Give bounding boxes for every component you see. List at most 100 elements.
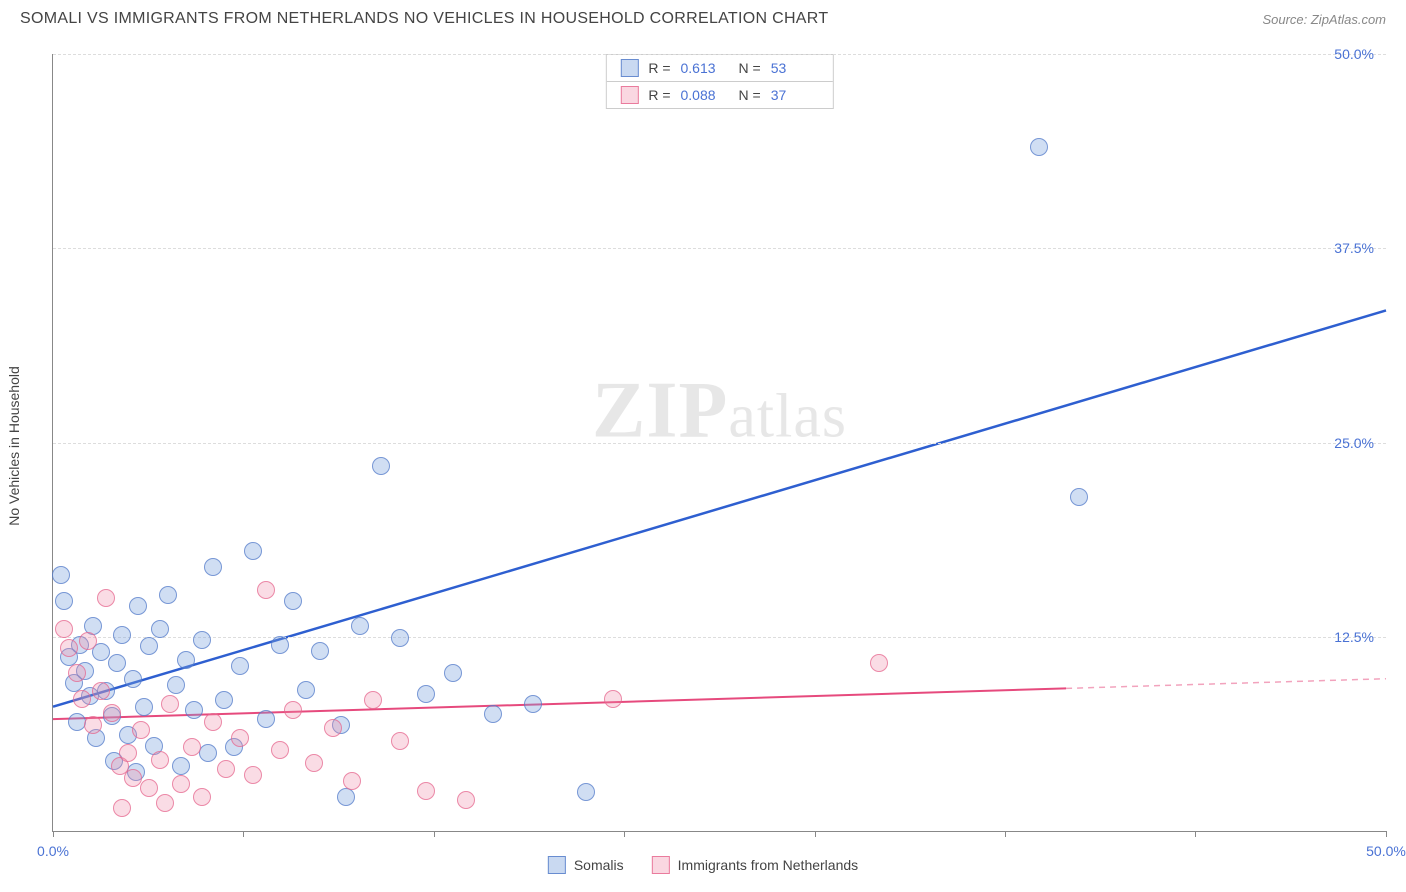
scatter-point [52,566,70,584]
scatter-point [161,695,179,713]
scatter-point [444,664,462,682]
scatter-point [92,682,110,700]
scatter-point [215,691,233,709]
scatter-point [172,757,190,775]
scatter-point [177,651,195,669]
scatter-point [151,620,169,638]
scatter-point [364,691,382,709]
y-tick-label: 12.5% [1334,629,1374,645]
scatter-point [1030,138,1048,156]
scatter-point [417,782,435,800]
r-label: R = [648,60,670,76]
scatter-point [324,719,342,737]
scatter-point [73,690,91,708]
scatter-point [167,676,185,694]
legend-series: Somalis Immigrants from Netherlands [548,856,858,874]
scatter-point [156,794,174,812]
legend-swatch [620,59,638,77]
scatter-point [113,799,131,817]
x-tick-label: 50.0% [1366,843,1406,859]
y-tick-label: 50.0% [1334,46,1374,62]
scatter-point [84,716,102,734]
x-tick [815,831,816,837]
x-tick [243,831,244,837]
y-axis-label: No Vehicles in Household [6,366,22,526]
legend-label: Somalis [574,857,624,873]
n-value: 37 [771,87,819,103]
scatter-point [1070,488,1088,506]
gridline [53,54,1386,55]
x-tick [53,831,54,837]
scatter-point [271,741,289,759]
scatter-point [60,639,78,657]
scatter-point [204,558,222,576]
scatter-point [244,542,262,560]
x-tick [1005,831,1006,837]
scatter-point [484,705,502,723]
legend-stats: R =0.613N =53R =0.088N =37 [605,54,833,109]
scatter-point [337,788,355,806]
x-tick [1386,831,1387,837]
scatter-point [311,642,329,660]
scatter-point [124,670,142,688]
scatter-point [108,654,126,672]
r-value: 0.613 [681,60,729,76]
scatter-point [79,632,97,650]
scatter-point [132,721,150,739]
scatter-point [305,754,323,772]
legend-swatch [620,86,638,104]
scatter-point [68,664,86,682]
legend-stat-row: R =0.088N =37 [606,82,832,108]
scatter-point [140,779,158,797]
scatter-point [343,772,361,790]
scatter-point [193,788,211,806]
scatter-point [113,626,131,644]
scatter-point [524,695,542,713]
n-label: N = [739,87,761,103]
scatter-point [257,581,275,599]
scatter-point [217,760,235,778]
scatter-point [391,629,409,647]
source-label: Source: ZipAtlas.com [1262,12,1386,27]
scatter-point [284,701,302,719]
chart-title: SOMALI VS IMMIGRANTS FROM NETHERLANDS NO… [20,10,828,28]
x-tick [434,831,435,837]
scatter-point [870,654,888,672]
scatter-point [129,597,147,615]
n-value: 53 [771,60,819,76]
scatter-point [297,681,315,699]
y-tick-label: 37.5% [1334,240,1374,256]
scatter-point [135,698,153,716]
scatter-point [351,617,369,635]
x-tick [1195,831,1196,837]
scatter-point [604,690,622,708]
scatter-point [140,637,158,655]
scatter-point [199,744,217,762]
scatter-point [244,766,262,784]
scatter-point [55,620,73,638]
gridline [53,248,1386,249]
legend-stat-row: R =0.613N =53 [606,55,832,82]
scatter-point [284,592,302,610]
x-tick [624,831,625,837]
scatter-point [172,775,190,793]
scatter-point [151,751,169,769]
legend-swatch [548,856,566,874]
x-tick-label: 0.0% [37,843,69,859]
scatter-point [372,457,390,475]
scatter-point [97,589,115,607]
scatter-point [231,729,249,747]
y-tick-label: 25.0% [1334,435,1374,451]
scatter-point [159,586,177,604]
gridline [53,443,1386,444]
scatter-point [417,685,435,703]
scatter-point [103,704,121,722]
legend-label: Immigrants from Netherlands [678,857,859,873]
scatter-point [391,732,409,750]
scatter-point [577,783,595,801]
r-value: 0.088 [681,87,729,103]
scatter-point [204,713,222,731]
scatter-point [183,738,201,756]
chart-plot-area: ZIPatlas R =0.613N =53R =0.088N =37 12.5… [52,54,1386,832]
scatter-point [271,636,289,654]
